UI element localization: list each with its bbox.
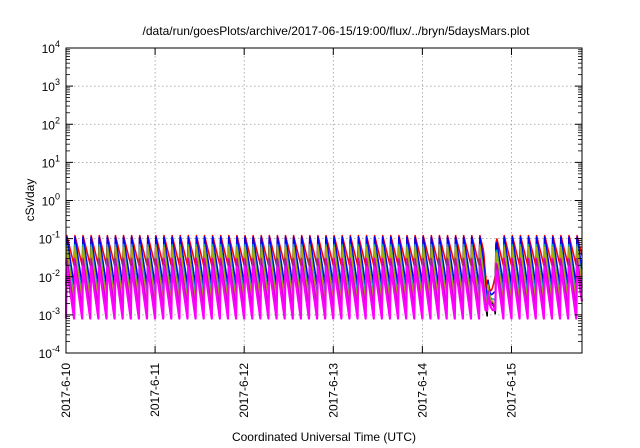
grid [66,48,582,353]
x-tick-labels: 2017-6-10 2017-6-11 2017-6-12 2017-6-13 2017… [59,363,518,418]
series-line [65,246,583,313]
y-tick-exponent: 1 [55,153,60,163]
y-tick-label: 101 [42,153,60,170]
y-tick-exponent: 4 [55,39,60,49]
y-tick-label: 104 [42,39,60,56]
y-tick-base: 10 [39,233,53,247]
y-tick-base: 10 [39,347,53,361]
chart-title: /data/run/goesPlots/archive/2017-06-15/1… [143,24,531,38]
y-tick-base: 10 [39,271,53,285]
x-tick-label: 2017-6-15 [504,363,518,418]
series-layer [64,234,584,320]
y-tick-exponent: -3 [52,306,60,316]
y-tick-base: 10 [42,80,56,94]
y-tick-base: 10 [42,118,56,132]
y-tick-label: 102 [42,115,60,132]
y-tick-base: 10 [42,156,56,170]
y-tick-exponent: 3 [55,77,60,87]
y-tick-base: 10 [39,309,53,323]
y-tick-label: 103 [42,77,60,94]
x-tick-label: 2017-6-11 [148,363,162,417]
y-tick-exponent: 0 [55,192,60,202]
y-tick-label: 10-3 [39,306,60,323]
x-tick-label: 2017-6-12 [237,363,251,418]
y-tick-base: 10 [42,42,56,56]
x-tick-label: 2017-6-13 [326,363,340,418]
y-tick-label: 10-4 [39,344,60,361]
x-tick-label: 2017-6-10 [59,363,73,418]
x-tick-label: 2017-6-14 [415,363,429,418]
x-axis-label: Coordinated Universal Time (UTC) [232,430,416,444]
y-axis-label: cSv/day [23,179,37,222]
ticks [65,47,582,354]
series-line [64,265,584,320]
y-tick-exponent: -2 [52,268,60,278]
y-tick-label: 10-2 [39,268,60,285]
y-tick-label: 10-1 [39,230,60,247]
y-tick-label: 100 [42,192,60,209]
y-tick-exponent: 2 [55,115,60,125]
y-tick-base: 10 [42,195,56,209]
y-tick-exponent: -4 [52,344,60,354]
y-tick-exponent: -1 [52,230,60,240]
